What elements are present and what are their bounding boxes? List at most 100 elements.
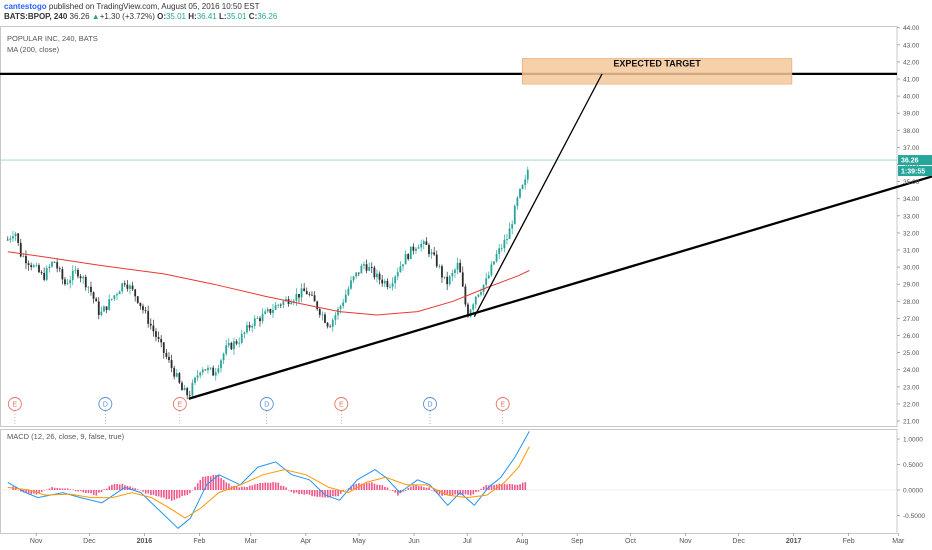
candle-body — [183, 388, 186, 391]
candle-body — [339, 306, 342, 309]
earnings-event-icon[interactable] — [172, 397, 187, 411]
histogram-bar — [61, 488, 64, 490]
macd-axis-tick-label: -0.5000 — [903, 513, 925, 520]
histogram-bar — [181, 490, 183, 497]
candle-body — [290, 302, 293, 305]
price-axis-tick-label: 28.00 — [903, 299, 920, 306]
candle-body — [157, 337, 160, 339]
histogram-bar — [144, 490, 147, 494]
histogram-bar — [339, 490, 342, 494]
price-axis-tick-label: 33.00 — [903, 213, 920, 220]
histogram-bar — [178, 490, 181, 498]
dividend-event-icon[interactable] — [423, 397, 437, 411]
histogram-bar — [386, 487, 389, 490]
candle-body — [407, 254, 410, 260]
histogram-bar — [51, 487, 53, 490]
candle-body — [142, 306, 144, 311]
histogram-bar — [220, 477, 222, 490]
candle-body — [357, 272, 360, 274]
macd-legend: MACD (12, 26, close, 9, false, true) — [7, 432, 125, 441]
histogram-bar — [95, 490, 98, 496]
candle-body — [381, 279, 384, 284]
histogram-bar — [152, 490, 155, 495]
earnings-event-icon[interactable] — [495, 397, 510, 411]
histogram-bar — [173, 490, 176, 500]
histogram-bar — [506, 484, 508, 490]
candle-body — [396, 272, 399, 277]
histogram-bar — [394, 490, 397, 493]
price-axis-tick-label: 41.00 — [903, 77, 920, 84]
macd-pane[interactable] — [0, 431, 897, 529]
candle-body — [508, 228, 511, 240]
candle-body — [295, 293, 298, 301]
candle-body — [56, 262, 59, 269]
price-axis-tick-label: 34.00 — [903, 196, 920, 203]
histogram-bar — [503, 483, 506, 490]
histogram-bar — [280, 485, 282, 490]
histogram-bar — [82, 490, 85, 493]
candle-body — [500, 248, 503, 249]
candle-body — [430, 252, 433, 255]
candle-body — [485, 278, 488, 285]
price-axis-tick-label: 42.00 — [903, 59, 920, 66]
earnings-event-icon[interactable] — [7, 397, 22, 411]
histogram-bar — [521, 482, 524, 490]
target-zone-box[interactable] — [521, 58, 793, 85]
histogram-bar — [371, 482, 373, 490]
histogram-bar — [105, 488, 108, 490]
chart-header: cantestogo published on TradingView.com,… — [4, 2, 277, 22]
projection-line[interactable] — [473, 73, 603, 317]
histogram-bar — [20, 490, 22, 492]
dividend-event-icon[interactable] — [98, 397, 113, 411]
close-label: C: — [248, 12, 258, 21]
ascending-trendline[interactable] — [188, 175, 932, 400]
candle-body — [511, 224, 514, 229]
histogram-bar — [113, 483, 116, 490]
candle-body — [373, 267, 376, 278]
candle-body — [116, 294, 118, 296]
histogram-bar — [407, 487, 410, 490]
expected-target-label: EXPECTED TARGET — [613, 58, 701, 68]
candle-body — [344, 294, 347, 303]
histogram-bar — [345, 489, 347, 491]
candle-body — [147, 311, 150, 324]
histogram-bar — [511, 484, 514, 490]
histogram-bar — [269, 482, 272, 490]
histogram-bar — [490, 484, 493, 490]
candle-body — [448, 276, 451, 285]
earnings-event-icon[interactable] — [334, 397, 349, 411]
histogram-bar — [46, 489, 48, 491]
histogram-bar — [508, 483, 511, 490]
candle-body — [82, 276, 85, 279]
candle-body — [6, 239, 9, 241]
candle-body — [277, 304, 280, 306]
candle-body — [110, 298, 113, 300]
histogram-bar — [462, 490, 464, 495]
histogram-bar — [72, 489, 74, 491]
change-arrow-icon: ▲ — [91, 12, 100, 21]
candle-body — [45, 268, 48, 280]
histogram-bar — [282, 486, 285, 490]
histogram-bar — [454, 490, 456, 495]
candle-body — [389, 286, 391, 288]
candle-body — [178, 373, 181, 383]
candle-body — [40, 272, 43, 274]
drawing-layer[interactable]: EXPECTED TARGET — [0, 58, 932, 400]
price-axis-tick-label: 40.00 — [903, 94, 920, 101]
candle-body — [282, 301, 285, 305]
dividend-event-icon[interactable] — [259, 397, 274, 411]
candle-body — [386, 280, 389, 288]
candle-body — [240, 333, 243, 343]
candle-body — [165, 352, 168, 357]
time-axis-tick-label: Aug — [516, 538, 529, 545]
author-link[interactable]: cantestogo — [4, 2, 47, 11]
price-axis-tick-label: 37.00 — [903, 145, 920, 152]
price-axis-tick-label: 32.00 — [903, 230, 920, 237]
histogram-bar — [147, 490, 150, 494]
histogram-bar — [368, 482, 371, 490]
histogram-bar — [300, 490, 303, 494]
histogram-bar — [196, 483, 199, 490]
candle-body — [168, 356, 170, 361]
